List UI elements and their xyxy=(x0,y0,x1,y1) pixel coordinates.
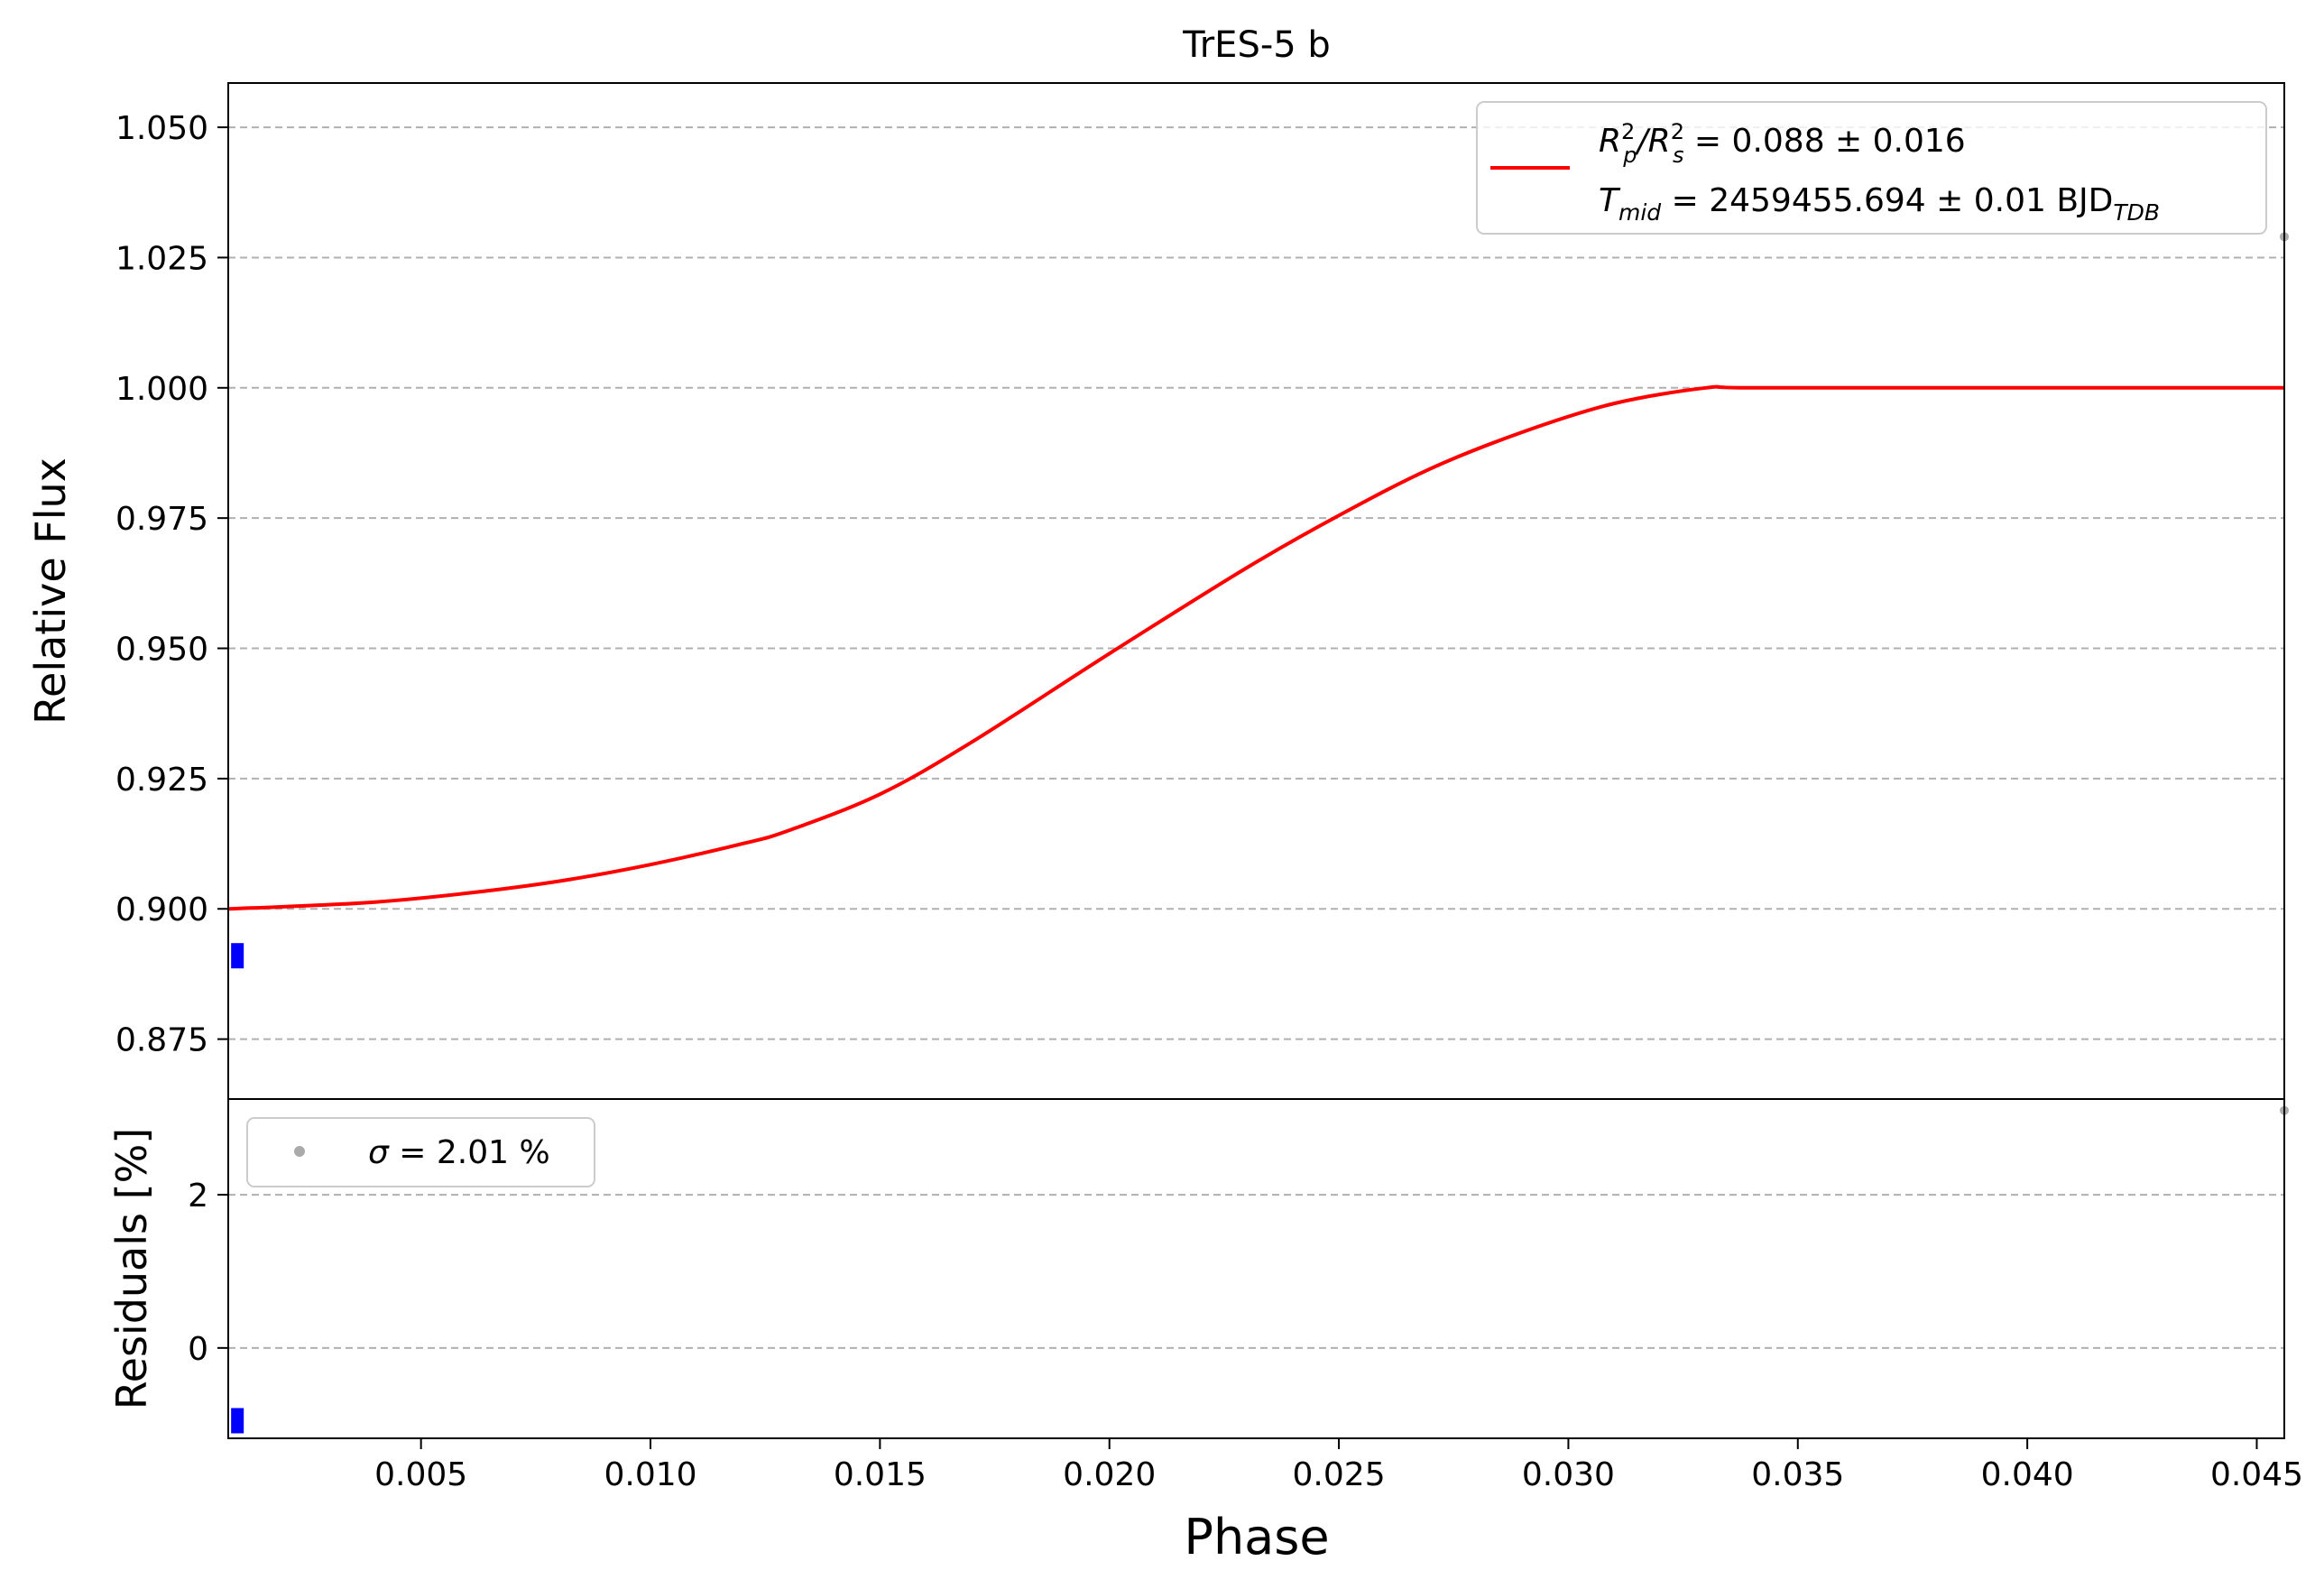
residual-legend-sigma: σ = 2.01 % xyxy=(368,1134,550,1171)
x-tick-label: 0.010 xyxy=(604,1456,696,1493)
y-tick-label: 0.900 xyxy=(115,892,208,928)
transit-model-line xyxy=(227,384,2284,911)
top-y-axis-ticks: 0.875 0.900 0.925 0.950 0.975 1.000 1.025 1.050 xyxy=(115,110,228,1059)
residual-point xyxy=(231,1408,244,1434)
residual-legend: σ = 2.01 % xyxy=(246,1117,595,1187)
y-axis-label-flux: Relative Flux xyxy=(26,457,75,725)
x-tick-label: 0.005 xyxy=(374,1456,467,1493)
x-tick-label: 0.045 xyxy=(2210,1456,2303,1493)
x-tick-label: 0.035 xyxy=(1751,1456,1844,1493)
y-tick-label: 1.000 xyxy=(115,371,208,408)
x-tick-label: 0.015 xyxy=(834,1456,927,1493)
y-tick-label: 2 xyxy=(188,1178,208,1215)
residual-legend-marker xyxy=(294,1146,305,1157)
x-tick-label: 0.040 xyxy=(1981,1456,2074,1493)
x-tick-label: 0.030 xyxy=(1522,1456,1615,1493)
residual-legend-box xyxy=(246,1117,595,1187)
y-tick-label: 0.925 xyxy=(115,762,208,799)
y-tick-label: 0.875 xyxy=(115,1022,208,1059)
y-tick-label: 1.025 xyxy=(115,240,208,277)
x-tick-label: 0.025 xyxy=(1293,1456,1386,1493)
x-axis-label-phase: Phase xyxy=(1184,1509,1329,1566)
fit-legend-box xyxy=(1476,101,2267,235)
y-tick-label: 0.975 xyxy=(115,501,208,538)
fit-legend-radius-ratio: R2 p/R2 s = 0.088 ± 0.016 xyxy=(1599,119,1966,168)
y-tick-label: 0.950 xyxy=(115,632,208,669)
bottom-gridlines xyxy=(228,1194,2284,1349)
y-tick-label: 0 xyxy=(188,1331,208,1368)
y-tick-label: 1.050 xyxy=(115,110,208,147)
bottom-y-axis-ticks: 02 xyxy=(188,1178,228,1368)
y-axis-label-residuals: Residuals [%] xyxy=(107,1128,156,1409)
data-point xyxy=(231,943,244,969)
fit-legend-mid-time: Tmid = 2459455.694 ± 0.01 BJDTDB xyxy=(1599,182,2160,226)
x-axis-ticks: 0.005 0.010 0.015 0.020 0.025 0.030 0.035 0.040… xyxy=(374,1438,2303,1493)
chart-title: TrES-5 b xyxy=(1182,24,1331,66)
fit-legend: R2 p/R2 s = 0.088 ± 0.016 Tmid = 2459455.6… xyxy=(1476,101,2267,235)
bottom-axes-frame xyxy=(227,1098,2285,1439)
x-tick-label: 0.020 xyxy=(1063,1456,1156,1493)
